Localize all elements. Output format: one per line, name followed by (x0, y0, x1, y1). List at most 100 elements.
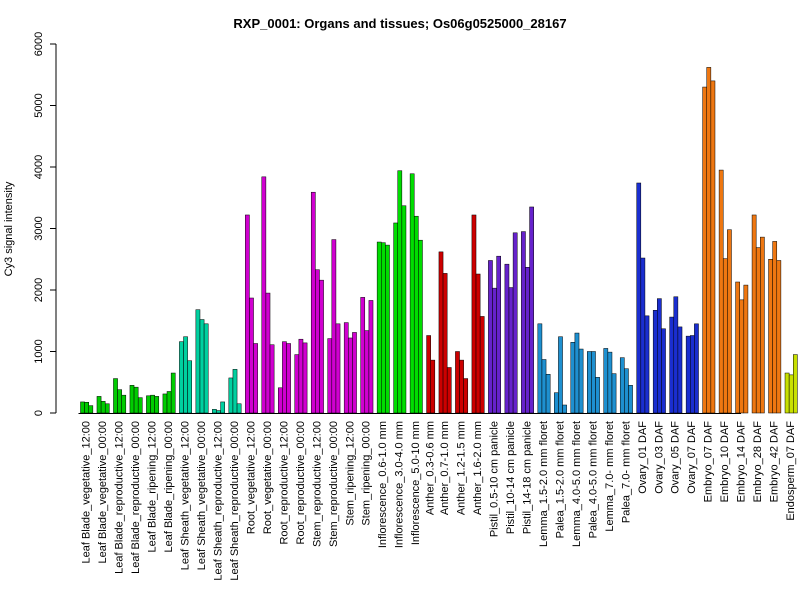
bar (183, 336, 188, 414)
bar-series (80, 67, 798, 414)
bar (677, 326, 683, 414)
bar (278, 387, 283, 414)
bar (117, 389, 122, 414)
bar (121, 394, 127, 414)
bar (652, 310, 658, 414)
bar (636, 182, 642, 414)
bar (265, 292, 271, 414)
bar (521, 231, 526, 414)
bar (146, 395, 151, 414)
bar (216, 410, 221, 414)
bar (249, 297, 254, 414)
x-tick-label: Anther_0.7-1.0 mm (439, 421, 451, 515)
bar (755, 247, 761, 414)
bar (100, 401, 106, 414)
x-tick-label: Leaf Sheath_vegetative_12:00 (179, 421, 191, 570)
bar (413, 215, 419, 414)
x-tick-label: Ovary_01 DAF (637, 421, 649, 494)
x-tick-label: Inflorescence_0.6-1.0 mm (377, 421, 389, 548)
bar (595, 377, 600, 414)
x-tick-label: Pistil_14-18 cm panicle (521, 421, 533, 534)
x-tick-label: Lemma_7.0- mm floret (604, 421, 616, 532)
bar (570, 342, 576, 414)
bar (644, 315, 650, 414)
bar (360, 297, 366, 414)
bar (187, 360, 192, 414)
bar (319, 279, 324, 414)
bar (591, 351, 596, 414)
y-tick-label: 3000 (33, 216, 45, 240)
x-tick-label: Inflorescence_5.0-10 mm (410, 421, 422, 545)
y-tick-label: 0 (33, 410, 45, 416)
bar (793, 354, 798, 414)
bar (376, 241, 382, 414)
bar (302, 342, 308, 414)
bar (788, 374, 794, 414)
bar (220, 401, 225, 414)
bar (718, 169, 724, 414)
y-tick-label: 4000 (33, 155, 45, 179)
bar (228, 377, 234, 414)
bar (368, 300, 374, 414)
bar (640, 257, 646, 414)
x-tick-label: Anther_0.3-0.6 mm (425, 421, 437, 515)
bar (104, 403, 110, 414)
x-tick-label: Leaf Blade_vegetative_00:00 (97, 421, 109, 564)
bar (294, 354, 300, 414)
bar (166, 391, 172, 414)
bar (776, 260, 782, 414)
x-tick-label: Ovary_07 DAF (686, 421, 698, 494)
x-tick-label: Palea_4.0-5.0 mm floret (587, 421, 599, 538)
bar (492, 287, 497, 414)
bar (133, 386, 139, 414)
bar (784, 372, 790, 414)
x-tick-label: Anther_1.6-2.0 mm (472, 421, 484, 515)
bar (554, 392, 559, 414)
x-tick-label: Leaf Sheath_vegetative_00:00 (196, 421, 208, 570)
bar (657, 298, 662, 414)
bar (343, 322, 349, 414)
bar (471, 214, 477, 414)
x-tick-label: Root_vegetative_00:00 (262, 421, 274, 534)
bar (690, 335, 695, 414)
bar (603, 348, 609, 414)
bar (154, 396, 160, 414)
x-tick-label: Embryo_28 DAF (752, 421, 764, 503)
bar (537, 323, 543, 414)
bar (463, 378, 469, 414)
x-tick-label: Pistil_0.5-10 cm panicle (488, 421, 500, 537)
y-axis: 0 1000 2000 3000 4000 5000 6000 (33, 32, 57, 416)
x-tick-label: Stem_ripening_12:00 (344, 421, 356, 526)
bar (364, 330, 370, 414)
bar (129, 385, 135, 414)
bar (587, 351, 592, 414)
bar (236, 403, 242, 414)
bar (694, 323, 699, 414)
x-tick-label: Root_reproductive_00:00 (295, 421, 307, 545)
bar (170, 372, 176, 414)
bar (673, 296, 679, 414)
bar (352, 332, 357, 414)
x-tick-label: Pistil_10-14 cm panicle (505, 421, 517, 534)
x-tick-label: Lemma_4.0-5.0 mm floret (571, 421, 583, 547)
bar (727, 229, 732, 414)
bar (96, 396, 102, 414)
x-tick-label: Embryo_42 DAF (769, 421, 781, 503)
bar (669, 316, 675, 414)
bar (459, 359, 464, 414)
bar (446, 367, 452, 414)
bar (504, 263, 510, 414)
bar (212, 409, 217, 414)
bar (722, 258, 728, 414)
bar (310, 191, 316, 414)
y-tick-label: 1000 (33, 339, 45, 363)
bar (335, 323, 341, 414)
bar (455, 351, 460, 414)
x-tick-label: Leaf Blade_reproductive_00:00 (130, 421, 142, 574)
x-tick-label: Palea_1.5-2.0 mm floret (554, 421, 566, 538)
bar (545, 374, 551, 414)
bar (401, 205, 407, 414)
bar (88, 405, 94, 414)
bar (508, 287, 514, 414)
